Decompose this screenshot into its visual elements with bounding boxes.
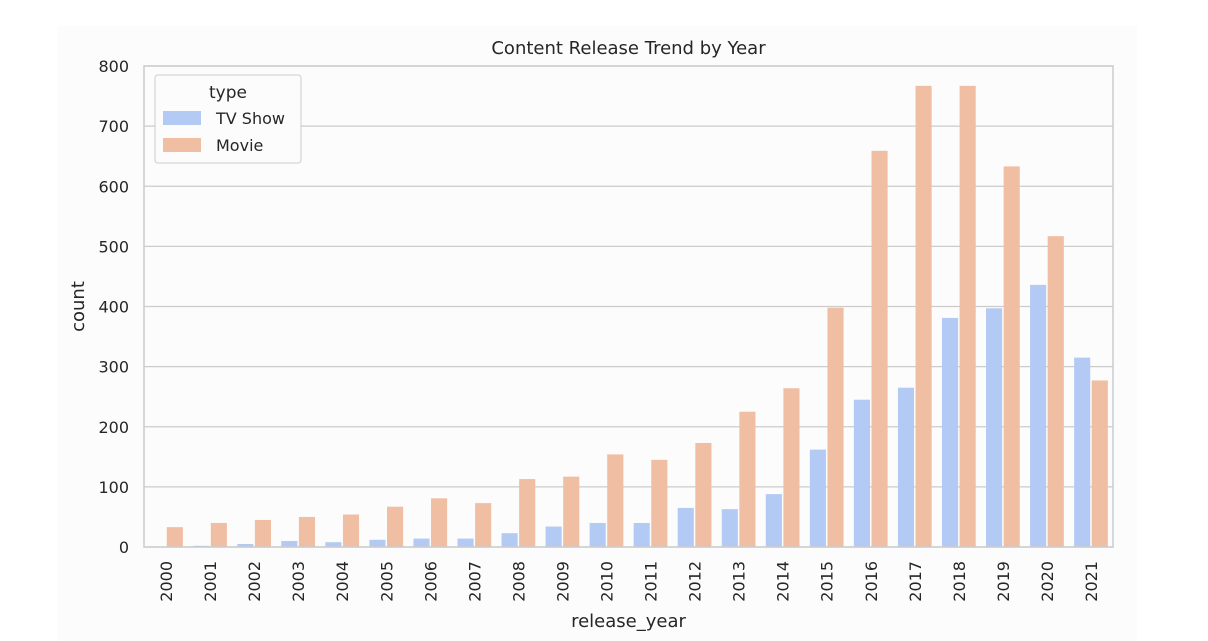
bar-movie	[210, 522, 227, 547]
bar-movie	[959, 85, 976, 547]
x-tick-label: 2016	[862, 561, 881, 602]
bar-tv-show	[369, 539, 386, 547]
x-tick-label: 2006	[421, 561, 440, 602]
y-tick-label: 600	[98, 177, 129, 196]
x-tick-label: 2002	[245, 561, 264, 602]
x-tick-label: 2012	[686, 561, 705, 602]
bar-tv-show	[237, 543, 254, 547]
x-tick-label: 2008	[509, 561, 528, 602]
x-tick-label: 2011	[642, 561, 661, 602]
bar-movie	[1047, 236, 1064, 547]
x-tick-label: 2007	[465, 561, 484, 602]
bar-movie	[387, 506, 404, 547]
y-tick-label: 700	[98, 117, 129, 136]
bars	[166, 85, 1108, 547]
y-tick-label: 0	[119, 538, 129, 557]
y-tick-label: 200	[98, 418, 129, 437]
legend-swatch	[163, 138, 201, 152]
x-tick-label: 2020	[1038, 561, 1057, 602]
legend-label: Movie	[216, 136, 263, 155]
plot-area-frame	[143, 65, 1114, 548]
x-tick-label: 2005	[377, 561, 396, 602]
y-tick-label: 500	[98, 237, 129, 256]
bar-movie	[1091, 380, 1108, 547]
bar-tv-show	[765, 494, 782, 547]
x-tick-label: 2021	[1082, 561, 1101, 602]
bar-movie	[254, 519, 271, 547]
bar-tv-show	[545, 526, 562, 547]
bar-tv-show	[1074, 357, 1091, 547]
bar-movie	[298, 516, 316, 547]
legend-items: TV Show Movie	[163, 109, 285, 155]
x-tick-label: 2015	[818, 561, 837, 602]
y-tick-label: 800	[98, 57, 129, 76]
bar-tv-show	[677, 507, 694, 547]
y-axis-label: count	[68, 281, 89, 332]
bar-movie	[783, 388, 800, 547]
bar-movie	[871, 150, 888, 547]
bar-tv-show	[413, 538, 430, 547]
bar-tv-show	[1030, 284, 1047, 547]
x-tick-label: 2013	[730, 561, 749, 602]
bar-movie	[519, 479, 536, 547]
bar-movie	[827, 307, 844, 547]
chart-title: Content Release Trend by Year	[491, 38, 766, 59]
y-tick-label: 300	[98, 358, 129, 377]
bar-tv-show	[986, 308, 1003, 547]
bar-movie	[342, 514, 360, 547]
legend-label: TV Show	[215, 109, 285, 128]
x-tick-label: 2003	[289, 561, 308, 602]
bar-movie	[915, 85, 932, 547]
bar-movie	[695, 442, 712, 547]
legend: type TV Show Movie	[154, 74, 302, 164]
y-tick-label: 100	[98, 478, 129, 497]
bar-tv-show	[897, 387, 915, 547]
bar-tv-show	[941, 317, 959, 547]
y-tick-label: 400	[98, 298, 129, 317]
x-tick-label: 2017	[906, 561, 925, 602]
x-tick-labels: 2000 2001 2002 2003 2004 2005 2006 2007 2008 2009…	[157, 561, 1101, 602]
legend-swatch	[163, 111, 201, 125]
x-axis-label: release_year	[571, 611, 686, 632]
bar-tv-show	[589, 522, 606, 547]
bar-tv-show	[501, 533, 518, 547]
bar-movie	[651, 459, 668, 547]
x-tick-label: 2001	[201, 561, 220, 602]
x-tick-label: 2004	[333, 561, 352, 602]
x-tick-label: 2019	[994, 561, 1013, 602]
x-tick-label: 2009	[553, 561, 572, 602]
bar-tv-show	[633, 522, 650, 547]
bar-movie	[1003, 166, 1020, 547]
x-tick-label: 2010	[597, 561, 616, 602]
bar-movie	[607, 454, 624, 547]
x-tick-label: 2014	[774, 561, 793, 602]
bar-movie	[563, 476, 580, 547]
bar-tv-show	[325, 542, 342, 547]
x-tick-label: 2018	[950, 561, 969, 602]
bar-movie	[166, 527, 183, 547]
bar-tv-show	[457, 538, 474, 547]
legend-title: type	[209, 83, 247, 103]
y-tick-labels: 0 100 200 300 400 500 600 700 800	[98, 57, 129, 557]
x-tick-label: 2000	[157, 561, 176, 602]
bar-tv-show	[721, 509, 738, 547]
bar-movie	[475, 503, 492, 547]
bar-tv-show	[853, 399, 870, 547]
bar-movie	[431, 498, 448, 547]
bar-movie	[739, 411, 756, 547]
bar-tv-show	[281, 540, 298, 547]
bar-tv-show	[809, 449, 826, 547]
